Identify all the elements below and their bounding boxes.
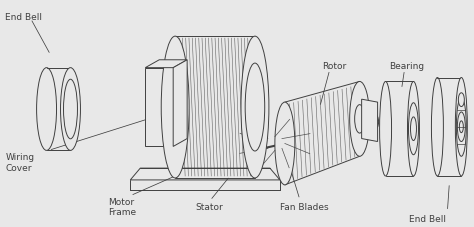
Ellipse shape [456,97,466,156]
Polygon shape [173,60,187,146]
Text: Wiring
Cover: Wiring Cover [6,153,35,173]
Ellipse shape [64,79,77,139]
Polygon shape [362,99,378,141]
Polygon shape [145,60,187,68]
Ellipse shape [408,81,419,176]
Ellipse shape [458,93,465,106]
Ellipse shape [409,103,419,155]
Text: Fan Blades: Fan Blades [280,202,328,212]
Ellipse shape [161,36,189,178]
Ellipse shape [371,114,379,130]
Ellipse shape [275,102,295,185]
Text: Rotor: Rotor [322,62,346,71]
Ellipse shape [410,117,417,141]
Ellipse shape [380,81,392,176]
Text: End Bell: End Bell [5,12,42,22]
Ellipse shape [61,68,81,150]
Ellipse shape [431,77,443,176]
Text: Motor
Frame: Motor Frame [109,198,137,217]
Ellipse shape [457,112,465,141]
Text: End Bell: End Bell [409,215,446,224]
Ellipse shape [459,121,463,133]
Ellipse shape [241,36,269,178]
Ellipse shape [456,77,467,176]
Text: Stator: Stator [195,202,223,212]
Ellipse shape [245,63,264,151]
Ellipse shape [355,105,365,133]
Ellipse shape [36,68,56,150]
Ellipse shape [350,81,370,156]
Polygon shape [145,68,173,146]
Text: Bearing: Bearing [390,62,425,71]
Polygon shape [130,168,280,180]
